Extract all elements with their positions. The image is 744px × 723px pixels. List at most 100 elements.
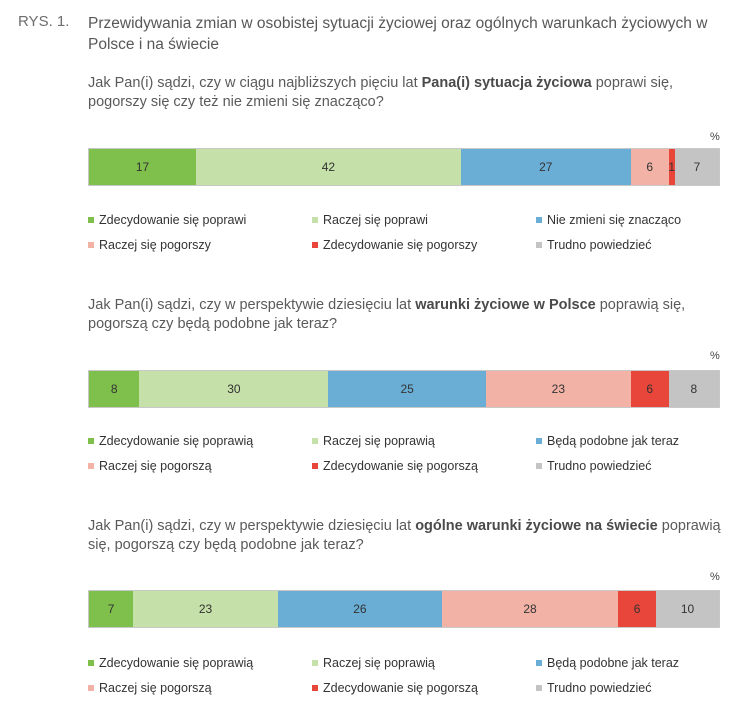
- bar-value-label: 23: [198, 602, 213, 616]
- question-text: Jak Pan(i) sądzi, czy w perspektywie dzi…: [88, 297, 416, 313]
- legend-swatch: [536, 216, 542, 223]
- legend-swatch: [312, 462, 318, 469]
- legend-swatch: [536, 462, 542, 469]
- bar-value-label: 6: [646, 160, 654, 174]
- legend-swatch: [312, 241, 318, 248]
- bar-value-label: 23: [551, 382, 566, 396]
- bar-segment: [441, 591, 619, 627]
- legend-label: Będą podobne jak teraz: [547, 656, 680, 670]
- bar-value-label: 7: [107, 602, 115, 616]
- legend-swatch: [536, 241, 542, 248]
- legend-label: Zdecydowanie się pogorszy: [323, 238, 478, 252]
- legend-item: Zdecydowanie się pogorszą: [312, 459, 478, 473]
- legend-item: Trudno powiedzieć: [536, 681, 651, 695]
- legend-item: Raczej się poprawi: [312, 213, 428, 227]
- legend-item: Zdecydowanie się pogorszą: [312, 681, 478, 695]
- bar-segment: [278, 591, 442, 627]
- bar-segment: [196, 149, 461, 185]
- percent-unit-label: %: [710, 350, 720, 362]
- percent-unit-label: %: [710, 571, 720, 583]
- bar-segment: [668, 149, 675, 185]
- bar-value-label: 7: [693, 160, 701, 174]
- bar-value-label: 27: [539, 160, 553, 174]
- bar-value-label: 26: [353, 602, 367, 616]
- percent-unit-label: %: [710, 131, 720, 143]
- legend-item: Nie zmieni się znacząco: [536, 213, 681, 227]
- question-text: poprawią się, pogorszą czy będą podobne …: [88, 518, 721, 553]
- legend-label: Raczej się poprawią: [323, 434, 435, 448]
- legend-label: Zdecydowanie się pogorszą: [323, 681, 478, 695]
- bar-value-label: 10: [680, 602, 695, 616]
- legend-item: Zdecydowanie się poprawią: [88, 656, 253, 670]
- legend-label: Trudno powiedzieć: [547, 681, 652, 695]
- bar-value-label: 17: [135, 160, 150, 174]
- legend-label: Trudno powiedzieć: [547, 238, 652, 252]
- question-text: poprawi się, pogorszy się czy też nie zm…: [88, 75, 674, 110]
- legend-swatch: [88, 684, 94, 691]
- bar-segment: [668, 371, 719, 407]
- figure-label: RYS. 1.: [18, 13, 70, 30]
- bar-value-label: 6: [646, 382, 654, 396]
- bar-segment: [630, 371, 669, 407]
- legend-item: Trudno powiedzieć: [536, 238, 651, 252]
- legend-swatch: [312, 659, 318, 666]
- bar-value-label: 6: [633, 602, 641, 616]
- legend-item: Będą podobne jak teraz: [536, 434, 679, 448]
- legend-label: Raczej się poprawią: [323, 656, 435, 670]
- question-1: Jak Pan(i) sądzi, czy w ciągu najbliższy…: [88, 74, 728, 112]
- legend-label: Zdecydowanie się poprawi: [99, 213, 247, 227]
- legend-label: Trudno powiedzieć: [547, 459, 652, 473]
- legend-item: Trudno powiedzieć: [536, 459, 651, 473]
- bar-value-label: 28: [523, 602, 537, 616]
- legend-label: Nie zmieni się znacząco: [547, 213, 682, 227]
- legend-swatch: [536, 659, 542, 666]
- bar-segment: [656, 591, 719, 627]
- legend-item: Raczej się poprawią: [312, 434, 435, 448]
- legend-label: Zdecydowanie się poprawią: [99, 656, 254, 670]
- legend-swatch: [536, 437, 542, 444]
- legend-swatch: [88, 437, 94, 444]
- bar-segment: [328, 371, 486, 407]
- bar-segment: [89, 371, 140, 407]
- question-emphasis: warunki życiowe w Polsce: [415, 297, 596, 313]
- bar-segment: [89, 149, 197, 185]
- legend-item: Raczej się pogorszy: [88, 238, 211, 252]
- legend-swatch: [88, 659, 94, 666]
- legend-label: Raczej się pogorszy: [99, 238, 211, 252]
- legend-swatch: [312, 684, 318, 691]
- legend-label: Raczej się poprawi: [323, 213, 428, 227]
- bar-value-label: 8: [110, 382, 118, 396]
- legend-item: Będą podobne jak teraz: [536, 656, 679, 670]
- question-2: Jak Pan(i) sądzi, czy w perspektywie dzi…: [88, 296, 728, 334]
- question-3: Jak Pan(i) sądzi, czy w perspektywie dzi…: [88, 517, 728, 555]
- figure-title: Przewidywania zmian w osobistej sytuacji…: [88, 15, 708, 53]
- legend-swatch: [88, 241, 94, 248]
- question-text: Jak Pan(i) sądzi, czy w perspektywie dzi…: [88, 518, 416, 534]
- legend-label: Raczej się pogorszą: [99, 681, 212, 695]
- bar-value-label: 30: [227, 382, 241, 396]
- legend-item: Zdecydowanie się pogorszy: [312, 238, 477, 252]
- question-text: Jak Pan(i) sądzi, czy w ciągu najbliższy…: [88, 75, 422, 91]
- bar-segment: [89, 591, 134, 627]
- legend-swatch: [88, 216, 94, 223]
- bar-value-label: 25: [400, 382, 414, 396]
- question-text: poprawią się, pogorszą czy będą podobne …: [88, 297, 686, 332]
- legend-item: Zdecydowanie się poprawią: [88, 434, 253, 448]
- bar-value-label: 1: [668, 160, 676, 174]
- bar-segment: [460, 149, 631, 185]
- legend-item: Raczej się pogorszą: [88, 459, 212, 473]
- legend-label: Zdecydowanie się poprawią: [99, 434, 254, 448]
- bar-segment: [630, 149, 669, 185]
- legend-item: Raczej się poprawią: [312, 656, 435, 670]
- bar-segment: [139, 371, 329, 407]
- legend-item: Zdecydowanie się poprawi: [88, 213, 246, 227]
- bar-segment: [618, 591, 656, 627]
- legend-label: Będą podobne jak teraz: [547, 434, 680, 448]
- stacked-bar-3: 7 23 26 28 6 10: [88, 590, 720, 628]
- legend-label: Raczej się pogorszą: [99, 459, 212, 473]
- bar-value-label: 42: [321, 160, 336, 174]
- question-emphasis: Pana(i) sytuacja życiowa: [421, 75, 592, 91]
- stacked-bar-2: 8 30 25 23 6 8: [88, 370, 720, 408]
- bar-segment: [133, 591, 278, 627]
- bar-value-label: 8: [690, 382, 698, 396]
